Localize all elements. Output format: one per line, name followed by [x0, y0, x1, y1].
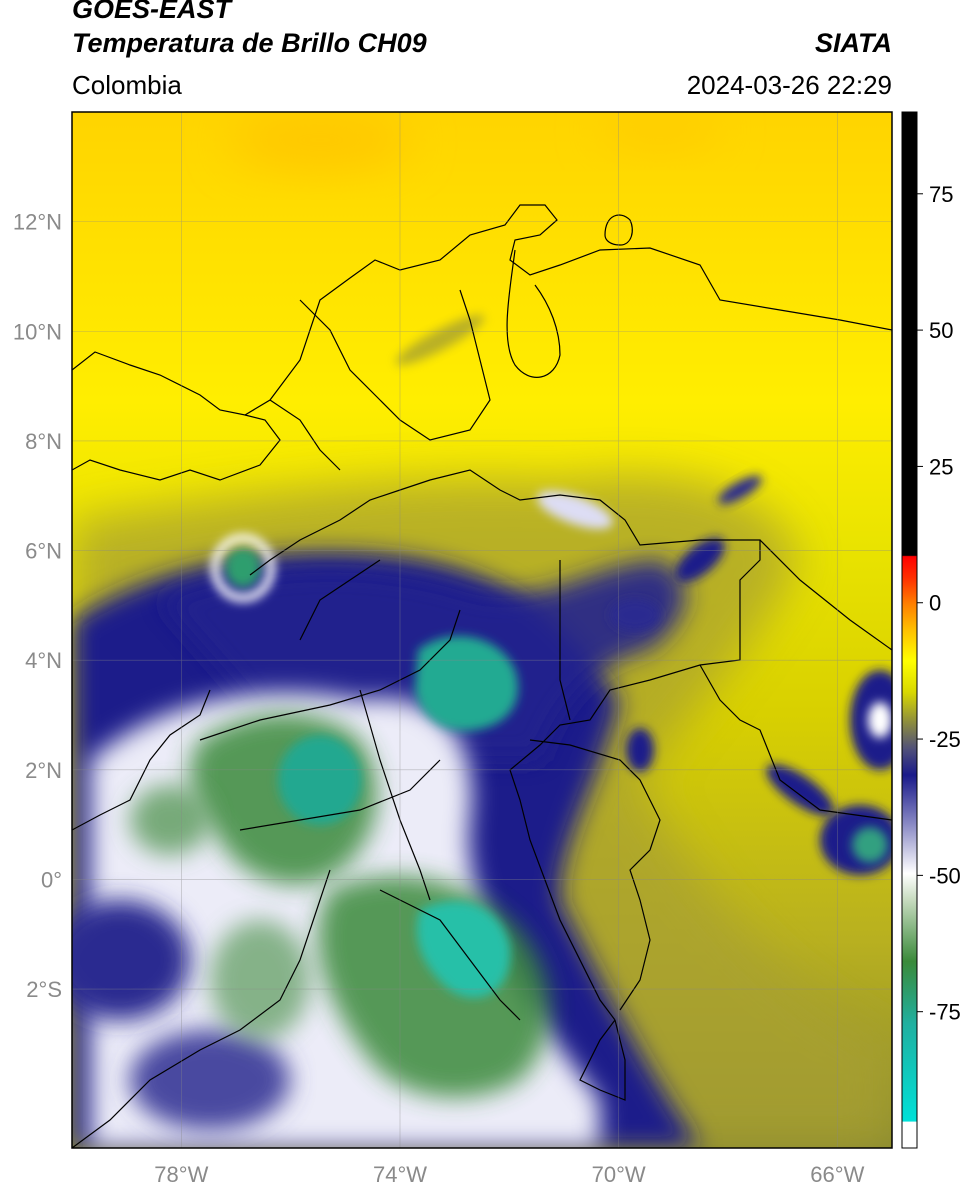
longitude-tick-label: 74°W	[373, 1162, 427, 1187]
map-frame	[71, 111, 893, 1149]
latitude-tick-label: 0°	[41, 867, 62, 892]
longitude-tick-label: 70°W	[592, 1162, 646, 1187]
latitude-tick-label: 2°S	[26, 977, 62, 1002]
colorbar-tick-label: 50	[929, 318, 953, 343]
region-label: Colombia	[72, 70, 182, 100]
latitude-tick-label: 12°N	[13, 210, 62, 235]
longitude-tick-label: 78°W	[154, 1162, 208, 1187]
longitude-tick-label: 66°W	[810, 1162, 864, 1187]
latitude-axis: 12°N 10°N 8°N 6°N 4°N 2°N 0° 2°S	[13, 210, 62, 1002]
colorbar-tick-label: 75	[929, 182, 953, 207]
latitude-tick-label: 2°N	[25, 758, 62, 783]
latitude-tick-label: 8°N	[25, 429, 62, 454]
organization-label: SIATA	[815, 28, 892, 58]
colorbar-axis: 75 50 25 0 -25 -50 -75	[917, 182, 961, 1025]
timestamp-label: 2024-03-26 22:29	[686, 70, 892, 100]
colorbar-tick-label: 0	[929, 591, 941, 616]
colorbar	[901, 111, 918, 1149]
colorbar-tick-label: -25	[929, 727, 961, 752]
colorbar-tick-label: -50	[929, 863, 961, 888]
colorbar-tick-label: 25	[929, 454, 953, 479]
satellite-imagery	[72, 112, 892, 1148]
colorbar-tick-label: -75	[929, 1000, 961, 1025]
latitude-tick-label: 10°N	[13, 319, 62, 344]
product-title: Temperatura de Brillo CH09	[72, 28, 427, 58]
satellite-title: GOES-EAST	[72, 0, 232, 24]
latitude-tick-label: 6°N	[25, 539, 62, 564]
graticule	[72, 112, 892, 1148]
coastline-borders	[72, 204, 892, 1148]
latitude-tick-label: 4°N	[25, 648, 62, 673]
longitude-axis: 78°W 74°W 70°W 66°W	[154, 1162, 864, 1187]
